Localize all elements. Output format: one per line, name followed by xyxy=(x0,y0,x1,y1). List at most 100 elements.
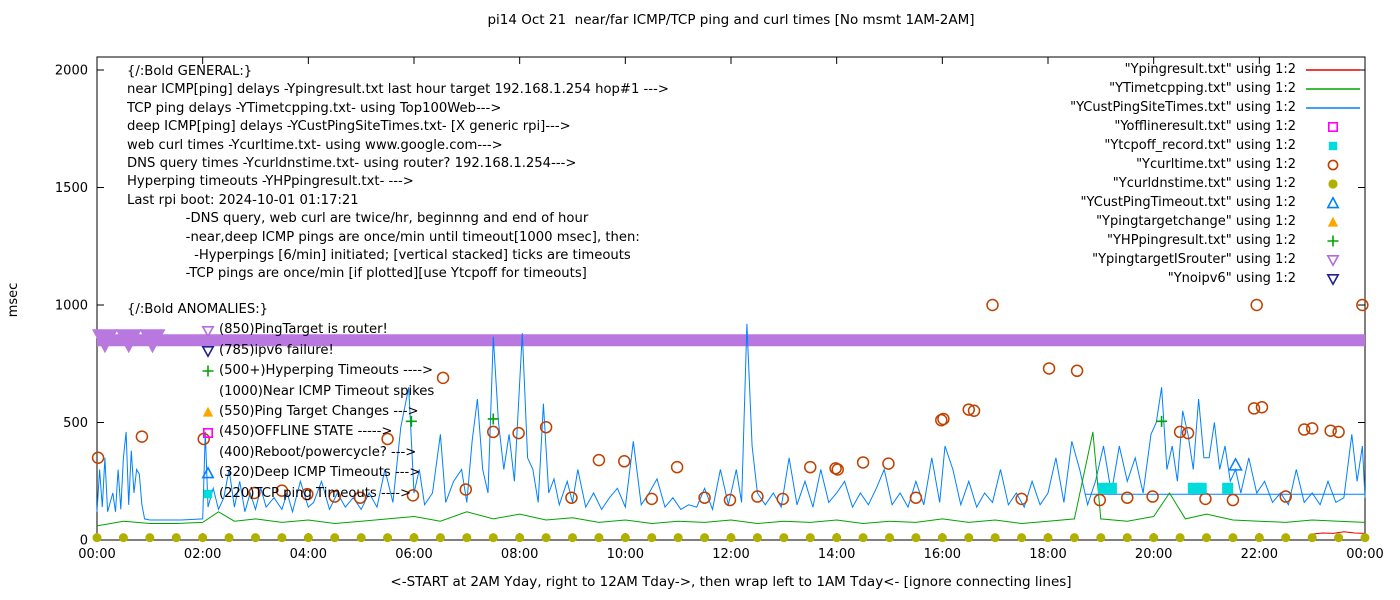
legend-row: "Ytcpoff_record.txt" using 1:2 xyxy=(1070,136,1364,155)
triangle-down-open-icon xyxy=(201,344,216,358)
circle-filled-marker xyxy=(911,533,921,543)
circle-filled-marker xyxy=(541,533,551,543)
triangle-down-filled-marker xyxy=(115,329,142,354)
series-Ypingresult.txt xyxy=(1312,531,1366,535)
anomaly-text: (220)TCP ping Timeouts ----> xyxy=(219,485,412,501)
triangle-up-open-marker xyxy=(1228,457,1243,471)
circle-open-marker xyxy=(962,403,975,416)
circle-open-marker xyxy=(1121,491,1134,504)
circle-filled-marker xyxy=(145,533,155,543)
legend-triangle-up-filled-icon xyxy=(1302,215,1364,229)
legend-label: "Yofflineresult.txt" using 1:2 xyxy=(1114,119,1296,134)
legend-row: "YpingtargetISrouter" using 1:2 xyxy=(1070,250,1364,269)
x-tick-label: 22:00 xyxy=(1241,547,1278,562)
circle-open-marker xyxy=(248,486,261,500)
circle-open-marker xyxy=(1199,492,1212,506)
circle-open-marker xyxy=(804,460,817,474)
anomaly-row: (785)ipv6 failure! xyxy=(201,341,434,361)
circle-open-marker xyxy=(565,491,578,504)
circle-filled-marker xyxy=(1017,533,1027,543)
circle-filled-marker xyxy=(726,533,736,543)
circle-filled-marker xyxy=(224,533,234,543)
circle-filled-marker xyxy=(1069,533,1079,543)
series-YCustPingSiteTimes.txt xyxy=(96,323,1366,521)
y-tick-label: 500 xyxy=(63,416,88,431)
circle-filled-marker xyxy=(383,533,393,543)
circle-open-marker xyxy=(406,489,420,502)
anomaly-text: (450)OFFLINE STATE -----> xyxy=(219,424,393,440)
x-tick-label: 12:00 xyxy=(712,547,749,562)
circle-open-marker xyxy=(1255,400,1269,414)
circle-filled-marker xyxy=(1122,533,1132,543)
square-filled-marker xyxy=(1097,482,1109,494)
circle-filled-marker xyxy=(885,533,894,543)
circle-filled-marker xyxy=(594,533,604,543)
circle-open-marker xyxy=(487,425,500,439)
circle-filled-marker xyxy=(1254,533,1264,543)
legend-label: "Ycurldnstime.txt" using 1:2 xyxy=(1112,176,1296,191)
legend-row: "YCustPingSiteTimes.txt" using 1:2 xyxy=(1070,98,1364,117)
circle-open-marker xyxy=(353,491,367,504)
circle-open-marker xyxy=(1093,493,1107,507)
circle-filled-marker xyxy=(1202,533,1211,543)
circle-open-marker xyxy=(856,456,870,469)
circle-open-marker xyxy=(1181,426,1195,440)
circle-filled-marker xyxy=(620,533,630,543)
legend-label: "Ypingtargetchange" using 1:2 xyxy=(1096,214,1296,229)
general-annotation-line: -near,deep ICMP pings are once/min until… xyxy=(127,229,640,245)
circle-open-marker xyxy=(1226,493,1240,507)
circle-filled-marker xyxy=(673,533,683,543)
circle-filled-marker xyxy=(435,533,445,543)
circle-open-marker xyxy=(381,432,394,446)
circle-open-marker xyxy=(698,491,711,504)
square-filled-marker xyxy=(1187,482,1199,494)
legend-line-sample xyxy=(1302,82,1364,96)
circle-filled-marker xyxy=(700,533,710,543)
x-tick-label: 00:00 xyxy=(78,547,115,562)
legend-row: "Ycurldnstime.txt" using 1:2 xyxy=(1070,174,1364,193)
anomaly-text: (550)Ping Target Changes ---> xyxy=(219,403,419,419)
circle-filled-marker xyxy=(277,533,287,543)
legend-row: "YTimetcpping.txt" using 1:2 xyxy=(1070,79,1364,98)
anomalies-header: {/:Bold ANOMALIES:} xyxy=(127,302,269,317)
legend-label: "YCustPingSiteTimes.txt" using 1:2 xyxy=(1070,100,1296,115)
legend-row: "Ycurltime.txt" using 1:2 xyxy=(1070,155,1364,174)
circle-open-marker xyxy=(135,430,149,443)
legend-row: "Yofflineresult.txt" using 1:2 xyxy=(1070,117,1364,136)
circle-filled-marker xyxy=(1228,533,1238,543)
circle-filled-marker xyxy=(858,533,868,543)
circle-open-marker xyxy=(831,463,844,476)
circle-open-marker xyxy=(776,492,790,506)
circle-open-marker xyxy=(1305,422,1319,435)
circle-filled-marker xyxy=(1096,533,1106,543)
anomaly-row: (1000)Near ICMP Timeout spikes xyxy=(201,382,434,402)
general-annotation-line: near ICMP[ping] delays -Ypingresult.txt … xyxy=(127,82,669,98)
legend-label: "Ypingresult.txt" using 1:2 xyxy=(1124,62,1296,77)
legend-label: "YpingtargetISrouter" using 1:2 xyxy=(1092,252,1296,267)
circle-filled-marker xyxy=(1043,533,1053,543)
legend-triangle-down-open-icon xyxy=(1302,253,1364,267)
x-tick-label: 08:00 xyxy=(501,547,538,562)
legend-row: "YCustPingTimeout.txt" using 1:2 xyxy=(1070,193,1364,212)
y-tick-label: 1000 xyxy=(55,299,88,314)
legend-row: "Ypingresult.txt" using 1:2 xyxy=(1070,60,1364,79)
circle-open-marker xyxy=(1146,490,1159,503)
circle-open-marker xyxy=(1279,490,1292,503)
circle-open-marker xyxy=(275,484,289,497)
circle-open-marker xyxy=(436,371,450,385)
circle-filled-marker xyxy=(1175,533,1185,543)
square-filled-marker xyxy=(1222,482,1234,494)
circle-filled-marker xyxy=(409,533,419,543)
anomaly-text: (320)Deep ICMP Timeouts ---> xyxy=(219,465,421,481)
circle-open-marker xyxy=(328,490,341,503)
circle-open-marker xyxy=(1356,298,1369,312)
general-annotation-line: deep ICMP[ping] delays -YCustPingSiteTim… xyxy=(127,119,571,135)
x-axis-label: <-START at 2AM Yday, right to 12AM Tday-… xyxy=(390,574,1072,590)
circle-filled-marker xyxy=(1149,533,1159,543)
anomaly-row: (220)TCP ping Timeouts ----> xyxy=(201,484,434,504)
legend-triangle-down-open-icon xyxy=(1302,272,1364,286)
legend: "Ypingresult.txt" using 1:2 "YTimetcpping… xyxy=(1070,60,1364,288)
circle-filled-marker xyxy=(964,533,974,543)
general-annotation-line: -DNS query, web curl are twice/hr, begin… xyxy=(127,211,589,227)
circle-filled-marker xyxy=(488,533,498,543)
